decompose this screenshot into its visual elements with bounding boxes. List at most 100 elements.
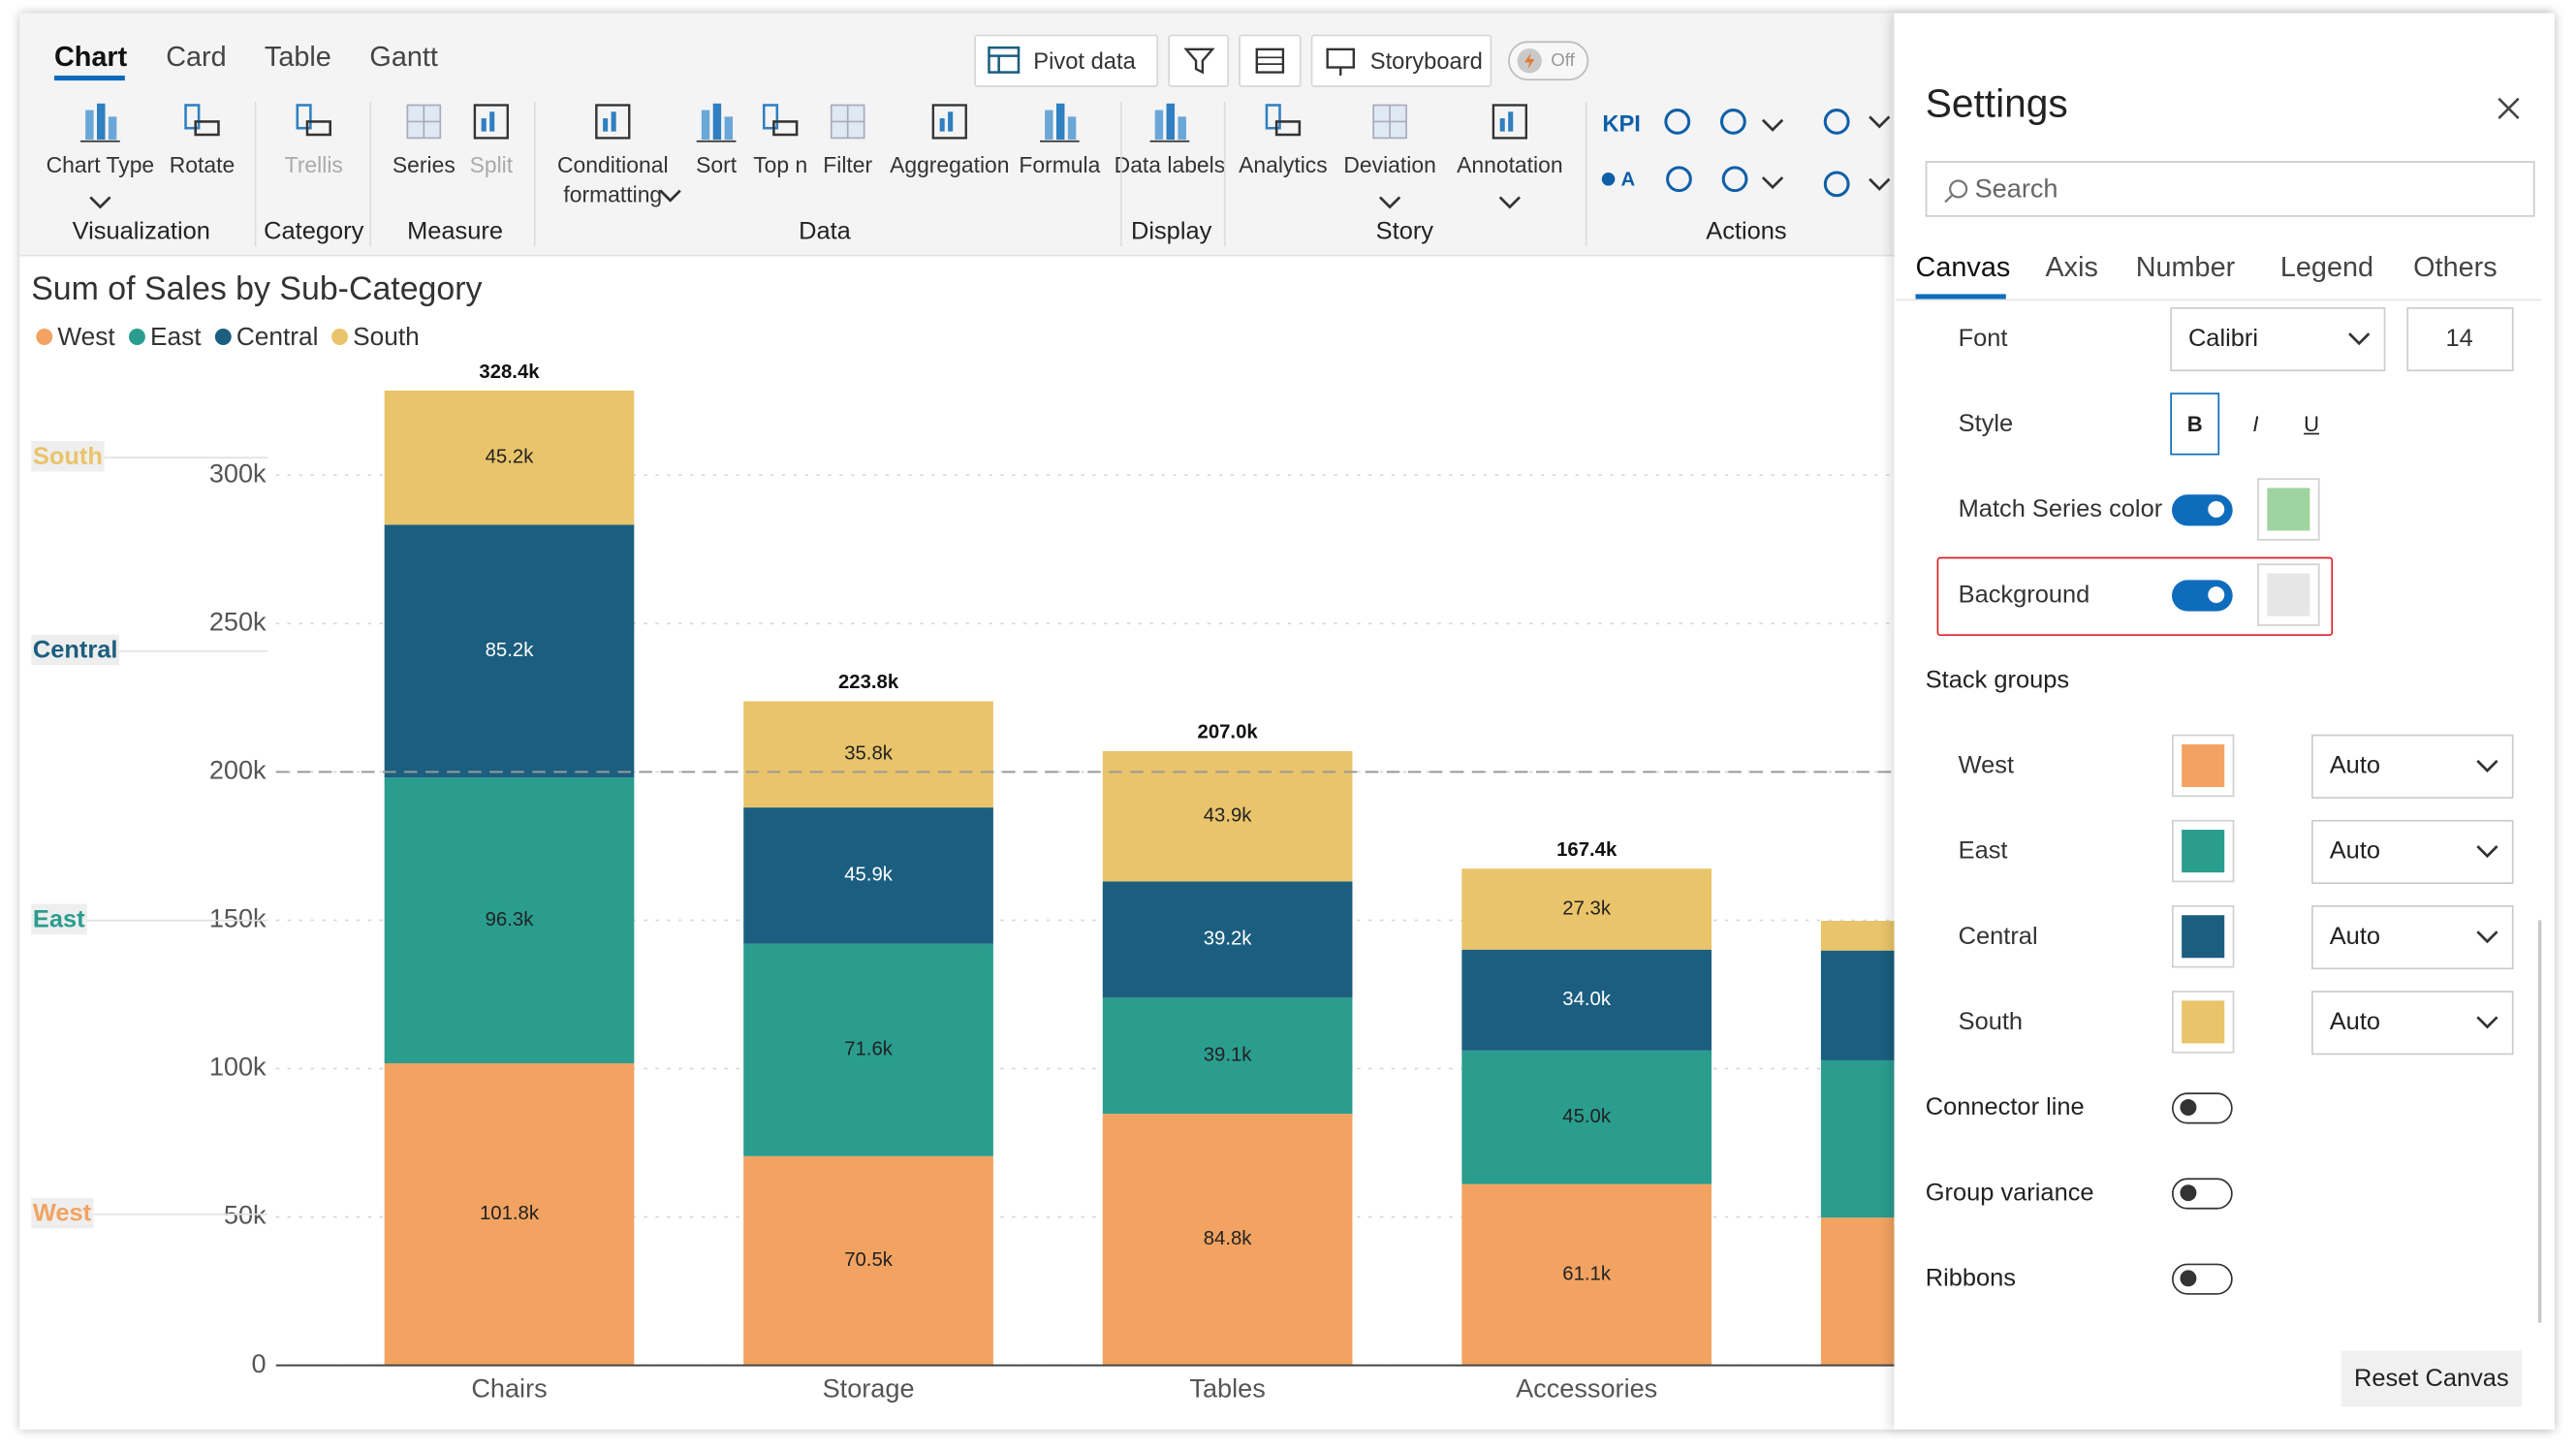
toolbar-button[interactable] — [1239, 34, 1302, 87]
data-label: 71.6k — [844, 1039, 894, 1060]
close-button — [2497, 97, 2520, 119]
ribbon-button[interactable]: Split — [469, 152, 514, 178]
ribbon-action[interactable]: A — [1620, 167, 1636, 191]
toolbar-button[interactable] — [1168, 34, 1229, 87]
dropdown[interactable] — [2311, 991, 2514, 1056]
ribbon-button[interactable]: Deviation — [1343, 152, 1436, 178]
ribbon-button[interactable]: Analytics — [1239, 152, 1328, 178]
stack-group-name: South — [1958, 1007, 2024, 1036]
color-swatch — [2182, 1000, 2225, 1044]
series-axis-label: West — [33, 1200, 92, 1227]
dropdown-value: Auto — [2329, 751, 2381, 780]
data-label: 84.8k — [1204, 1228, 1253, 1249]
data-label: 85.2k — [486, 640, 535, 661]
legend-label: East — [150, 322, 202, 351]
button-icon — [1326, 47, 1355, 76]
toolbar-tab[interactable]: Chart — [53, 41, 128, 73]
tab-divider — [1896, 299, 2542, 301]
bar-segment — [1461, 1183, 1712, 1366]
style-bold-box[interactable] — [2170, 393, 2220, 456]
stack-group-name: East — [1958, 836, 2008, 866]
y-tick-label: 0 — [252, 1348, 267, 1378]
series-axis-label: South — [33, 443, 103, 470]
ribbon-separator — [1120, 102, 1122, 247]
ribbon-button[interactable]: Data labels — [1114, 152, 1226, 178]
legend-label: South — [353, 322, 420, 351]
font-size-input[interactable] — [2406, 306, 2514, 372]
data-label: 43.9k — [1204, 805, 1253, 827]
dropdown[interactable] — [2311, 819, 2514, 884]
setting-label: Background — [1958, 581, 2090, 610]
ribbon-button[interactable]: Filter — [823, 152, 873, 178]
ribbon-icon — [1040, 103, 1080, 142]
chart-title: Sum of Sales by Sub-Category — [31, 270, 482, 307]
dropdown-chevron — [659, 189, 681, 203]
ribbon-button[interactable]: Rotate — [169, 152, 236, 178]
dropdown[interactable] — [2311, 905, 2514, 970]
style-option[interactable]: U — [2304, 411, 2320, 437]
series-axis-label: East — [33, 905, 85, 932]
reset-button[interactable] — [2340, 1350, 2523, 1407]
settings-tab[interactable]: Axis — [2045, 251, 2098, 283]
ribbon-group-label: Display — [1130, 217, 1212, 246]
toggle-knob — [2180, 1099, 2197, 1117]
dropdown[interactable] — [2170, 306, 2386, 372]
total-label: 223.8k — [838, 672, 899, 693]
y-tick-label: 100k — [209, 1052, 267, 1082]
x-tick-label: Accessories — [1516, 1372, 1657, 1403]
dropdown-value: Auto — [2329, 1007, 2381, 1036]
legend-label: West — [57, 322, 115, 351]
ribbon-group-label: Data — [799, 217, 851, 246]
ribbon-button[interactable]: Annotation — [1457, 152, 1563, 178]
x-tick-label: Chairs — [471, 1372, 547, 1403]
search-box[interactable] — [1925, 161, 2535, 217]
color-swatch — [2267, 488, 2310, 531]
ribbon-button[interactable]: Conditional formatting — [557, 152, 669, 207]
ribbon-button[interactable]: Chart Type — [46, 152, 155, 178]
toolbar-tab[interactable]: Table — [264, 41, 331, 73]
dropdown-chevron — [2476, 845, 2498, 859]
x-tick-label: Tables — [1189, 1372, 1265, 1403]
ribbon-button[interactable]: Trellis — [284, 152, 343, 178]
action-icon — [1666, 166, 1692, 193]
data-label: 35.8k — [844, 743, 894, 765]
toolbar-tab[interactable]: Card — [166, 41, 227, 73]
toolbar-button[interactable] — [1310, 34, 1492, 87]
ribbon-separator — [1223, 102, 1226, 247]
toolbar-button[interactable] — [974, 34, 1159, 87]
dropdown-value: Auto — [2329, 836, 2381, 866]
ribbon-group-label: Measure — [407, 217, 504, 246]
color-swatch — [2267, 573, 2310, 616]
setting-label: Match Series color — [1958, 495, 2163, 523]
font-size-value: 14 — [2445, 324, 2473, 353]
bar-segment — [384, 524, 635, 778]
ribbon-button[interactable]: Sort — [696, 152, 738, 178]
settings-tab[interactable]: Canvas — [1915, 251, 2011, 283]
toolbar-tab[interactable]: Gantt — [369, 41, 438, 73]
data-label: 39.1k — [1204, 1045, 1253, 1066]
section-title: Stack groups — [1925, 666, 2070, 695]
ribbon-button[interactable]: Formula — [1019, 152, 1101, 178]
settings-panel — [1894, 13, 2555, 1430]
ribbon-button[interactable]: Series — [392, 152, 456, 178]
settings-tab[interactable]: Legend — [2279, 251, 2374, 283]
ribbon-button[interactable]: Top n — [753, 152, 808, 178]
search-icon — [1944, 179, 1968, 204]
ribbon-separator — [533, 102, 536, 247]
toggle-knob — [1517, 48, 1542, 74]
dropdown-chevron — [1498, 196, 1521, 209]
settings-tab[interactable]: Others — [2413, 251, 2497, 283]
data-label: 96.3k — [486, 909, 535, 931]
setting-label: Font — [1958, 324, 2008, 353]
settings-tab[interactable]: Number — [2135, 251, 2236, 283]
style-option[interactable]: I — [2252, 411, 2259, 437]
bar-segment — [1102, 1114, 1353, 1366]
total-label: 207.0k — [1198, 722, 1259, 743]
dropdown-chevron — [89, 196, 111, 209]
dropdown[interactable] — [2311, 734, 2514, 799]
style-option[interactable]: B — [2186, 411, 2203, 437]
off-toggle[interactable] — [1508, 41, 1589, 81]
ribbon-action[interactable]: KPI — [1602, 110, 1641, 137]
data-label: 39.2k — [1204, 929, 1253, 950]
ribbon-button[interactable]: Aggregation — [890, 152, 1010, 178]
